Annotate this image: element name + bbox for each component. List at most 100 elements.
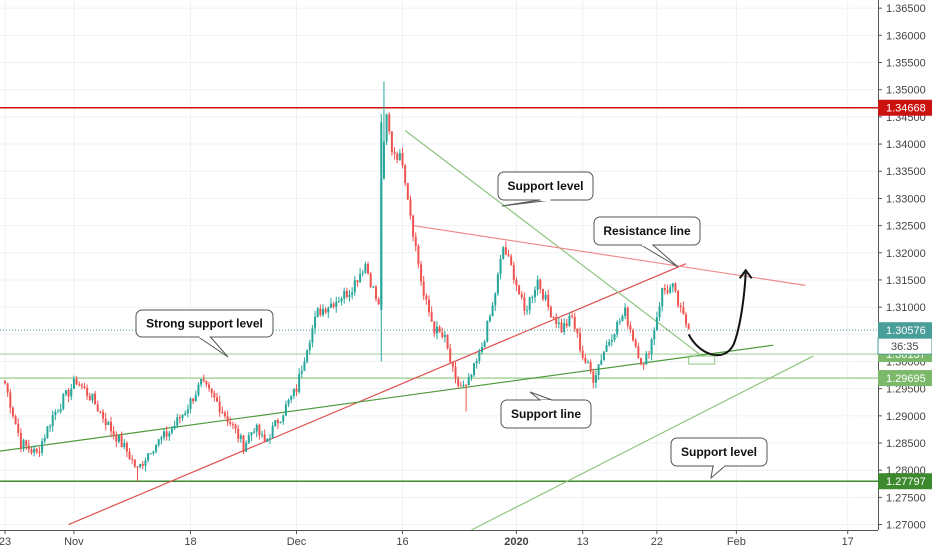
- x-tick-label: Dec: [287, 536, 307, 548]
- countdown-tag: 36:35: [877, 337, 932, 355]
- candle-body: [253, 431, 256, 433]
- candle-body: [245, 442, 248, 452]
- candle-body: [446, 334, 449, 349]
- candle-body: [414, 236, 417, 247]
- candle-body: [576, 328, 579, 334]
- pink-resistance-line: [413, 224, 806, 286]
- candle-body: [404, 165, 407, 184]
- candle-body: [396, 153, 399, 160]
- y-tick-label: 1.27000: [886, 520, 926, 532]
- candle-body: [337, 301, 340, 303]
- candle-body: [552, 317, 555, 319]
- time-axis[interactable]: 23 Nov 18 Dec 16 2020 13 22 Feb 17: [0, 530, 878, 548]
- candle-body: [459, 385, 462, 387]
- candle-body: [433, 321, 436, 334]
- candle-body: [375, 286, 377, 300]
- candle-body: [91, 393, 94, 401]
- candle-body: [250, 432, 253, 436]
- candle-body: [581, 350, 584, 358]
- candle-body: [600, 360, 603, 365]
- candle-body: [107, 421, 110, 426]
- candle-body: [237, 428, 240, 440]
- note-strong-support-level: Strong support level: [135, 309, 274, 358]
- candle-body: [613, 334, 616, 340]
- y-tick-label: 1.28500: [886, 438, 926, 450]
- candle-body: [170, 428, 173, 433]
- candle-body: [276, 420, 279, 424]
- candle-body: [359, 273, 362, 283]
- candle-body: [663, 288, 666, 291]
- candle-body: [223, 412, 226, 417]
- candle-body: [27, 445, 30, 450]
- price-tag-bg: [878, 370, 932, 387]
- candle-body: [573, 316, 576, 329]
- candle-body: [473, 363, 476, 376]
- x-tick-label: 18: [184, 536, 196, 548]
- candle-body: [160, 437, 163, 440]
- candle-body: [653, 330, 656, 340]
- candle-body: [300, 370, 303, 374]
- candle-body: [618, 321, 621, 323]
- candle-body: [131, 459, 134, 461]
- candle-body: [303, 361, 306, 371]
- y-tick-label: 1.29000: [886, 411, 926, 423]
- price-tag-label: 1.34668: [886, 103, 926, 115]
- candle-body: [526, 310, 529, 312]
- green-trendline-parallel: [471, 355, 814, 531]
- price-tag: 1.27797: [878, 473, 932, 490]
- candle-body: [168, 432, 171, 437]
- candle-body: [332, 303, 335, 307]
- candle-body: [369, 273, 372, 287]
- candle-body: [282, 415, 285, 422]
- candle-body: [642, 364, 645, 366]
- candle-body: [200, 378, 203, 385]
- candle-body: [584, 357, 587, 363]
- candle-body: [284, 404, 287, 416]
- candle-body: [504, 247, 507, 255]
- candle-body: [231, 423, 234, 425]
- candle-body: [139, 464, 142, 468]
- candle-body: [287, 399, 290, 405]
- candle-body: [499, 258, 502, 275]
- candle-body: [549, 306, 552, 318]
- candle-body: [608, 341, 611, 346]
- candle-body: [523, 297, 526, 311]
- price-axis[interactable]: 1.365001.360001.355001.350001.345001.340…: [878, 0, 932, 550]
- candle-body: [70, 388, 73, 397]
- callout-pointer: [710, 465, 727, 480]
- callout-join: [714, 464, 724, 467]
- candle-body: [46, 426, 49, 439]
- candle-body: [311, 328, 314, 343]
- candle-body: [449, 348, 452, 362]
- candle-body: [496, 274, 499, 294]
- price-tag: 1.34668: [878, 99, 932, 116]
- y-tick-label: 1.29500: [886, 384, 926, 396]
- candle-body: [624, 307, 627, 317]
- note-resistance-line: Resistance line: [593, 216, 701, 268]
- candle-body: [6, 383, 9, 393]
- candle-body: [115, 434, 118, 442]
- drawings: [687, 268, 753, 365]
- candle-body: [279, 421, 282, 424]
- y-tick-label: 1.31500: [886, 275, 926, 287]
- candle-body: [210, 388, 213, 393]
- candle-body: [491, 305, 494, 317]
- candle-body: [152, 451, 155, 454]
- candle-body: [218, 401, 221, 413]
- callout-join: [642, 243, 652, 246]
- candle-body: [451, 361, 454, 367]
- candle-body: [83, 386, 86, 388]
- y-tick-label: 1.36500: [886, 3, 926, 15]
- candle-body: [9, 392, 12, 408]
- candle-body: [102, 411, 105, 419]
- candle-body: [512, 265, 515, 280]
- candle-body: [579, 333, 582, 351]
- price-tag-label: 1.30576: [886, 325, 926, 337]
- candle-body: [398, 153, 401, 160]
- candle-body: [661, 288, 664, 307]
- x-tick-label: 23: [0, 536, 11, 548]
- x-tick-label: 17: [842, 536, 854, 548]
- candle-body: [80, 384, 83, 387]
- candle-body: [417, 246, 420, 265]
